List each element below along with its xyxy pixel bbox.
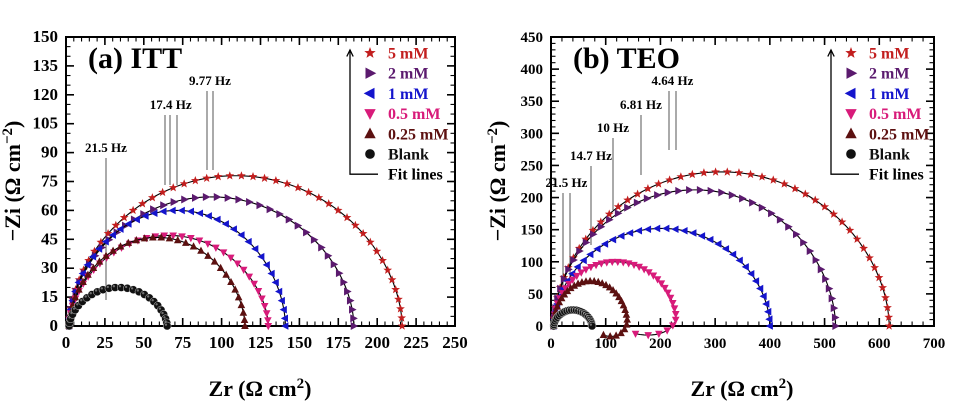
svg-text:120: 120 xyxy=(33,85,59,104)
svg-text:21.5 Hz: 21.5 Hz xyxy=(546,175,588,190)
svg-text:0.25 mM: 0.25 mM xyxy=(388,126,448,143)
svg-text:75: 75 xyxy=(174,333,191,352)
svg-text:60: 60 xyxy=(41,200,58,219)
svg-text:400: 400 xyxy=(759,336,782,352)
svg-text:150: 150 xyxy=(287,333,313,352)
svg-text:90: 90 xyxy=(41,143,58,162)
svg-text:15: 15 xyxy=(41,287,58,306)
svg-text:0: 0 xyxy=(62,333,71,352)
svg-text:5 mM: 5 mM xyxy=(869,46,909,63)
svg-text:17.4 Hz: 17.4 Hz xyxy=(150,97,192,112)
svg-text:50: 50 xyxy=(528,287,543,303)
svg-text:Blank: Blank xyxy=(388,147,429,164)
svg-text:50: 50 xyxy=(135,333,152,352)
svg-text:2 mM: 2 mM xyxy=(388,66,428,83)
svg-text:0: 0 xyxy=(50,316,59,335)
svg-text:500: 500 xyxy=(813,336,836,352)
svg-text:300: 300 xyxy=(704,336,727,352)
svg-text:Fit lines: Fit lines xyxy=(869,167,924,184)
svg-text:21.5 Hz: 21.5 Hz xyxy=(85,140,127,155)
svg-text:150: 150 xyxy=(33,27,59,46)
svg-text:2 mM: 2 mM xyxy=(869,66,909,83)
svg-text:0.5 mM: 0.5 mM xyxy=(869,106,921,123)
svg-text:300: 300 xyxy=(521,126,544,142)
svg-text:450: 450 xyxy=(521,30,544,46)
svg-text:14.7 Hz: 14.7 Hz xyxy=(570,148,612,163)
svg-text:400: 400 xyxy=(521,62,544,78)
svg-text:75: 75 xyxy=(41,172,58,191)
svg-text:105: 105 xyxy=(33,114,59,133)
svg-text:200: 200 xyxy=(364,333,390,352)
svg-text:250: 250 xyxy=(442,333,468,352)
svg-text:(b) TEO: (b) TEO xyxy=(573,42,680,75)
svg-text:200: 200 xyxy=(521,191,544,207)
svg-text:150: 150 xyxy=(521,223,544,239)
svg-text:Zr (Ω cm2): Zr (Ω cm2) xyxy=(691,376,794,401)
svg-text:0: 0 xyxy=(547,336,555,352)
svg-text:(a) ITT: (a) ITT xyxy=(88,42,182,75)
svg-text:135: 135 xyxy=(33,56,59,75)
svg-text:125: 125 xyxy=(248,333,274,352)
svg-text:250: 250 xyxy=(521,158,544,174)
svg-text:225: 225 xyxy=(403,333,429,352)
svg-text:5 mM: 5 mM xyxy=(388,46,428,63)
svg-text:25: 25 xyxy=(96,333,113,352)
svg-text:Blank: Blank xyxy=(869,147,910,164)
svg-text:Fit lines: Fit lines xyxy=(388,167,443,184)
svg-text:45: 45 xyxy=(41,229,58,248)
svg-text:0.5 mM: 0.5 mM xyxy=(388,106,440,123)
svg-text:10 Hz: 10 Hz xyxy=(597,120,629,135)
svg-text:600: 600 xyxy=(868,336,891,352)
svg-text:700: 700 xyxy=(923,336,946,352)
svg-text:100: 100 xyxy=(521,255,544,271)
svg-text:100: 100 xyxy=(209,333,235,352)
svg-text:4.64 Hz: 4.64 Hz xyxy=(652,73,694,88)
svg-text:1 mM: 1 mM xyxy=(869,86,909,103)
svg-text:200: 200 xyxy=(649,336,672,352)
svg-text:Zr (Ω cm2): Zr (Ω cm2) xyxy=(209,376,312,401)
svg-text:175: 175 xyxy=(326,333,352,352)
svg-text:350: 350 xyxy=(521,94,544,110)
svg-text:30: 30 xyxy=(41,258,58,277)
svg-text:0: 0 xyxy=(536,319,544,335)
svg-text:9.77 Hz: 9.77 Hz xyxy=(189,73,231,88)
svg-text:6.81 Hz: 6.81 Hz xyxy=(620,97,662,112)
svg-text:1 mM: 1 mM xyxy=(388,86,428,103)
svg-text:0.25 mM: 0.25 mM xyxy=(869,126,929,143)
